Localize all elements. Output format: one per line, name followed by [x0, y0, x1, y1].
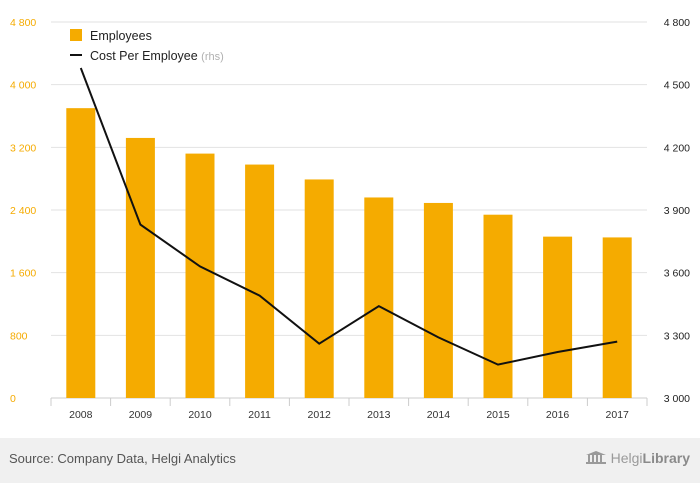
x-tick-label: 2013: [367, 409, 391, 421]
y-right-tick-label: 3 900: [664, 205, 690, 217]
legend: Employees Cost Per Employee (rhs): [70, 29, 224, 63]
legend-label-cost-per-employee: Cost Per Employee (rhs): [90, 49, 224, 63]
bar-2010: [185, 153, 215, 398]
x-tick-label: 2010: [188, 409, 212, 421]
x-tick-label: 2017: [606, 409, 630, 421]
library-building-icon: [585, 451, 606, 464]
footer: Source: Company Data, Helgi Analytics He…: [0, 438, 700, 483]
x-tick-label: 2014: [427, 409, 451, 421]
bar-2008: [66, 108, 96, 399]
x-tick-label: 2008: [69, 409, 93, 421]
y-right-tick-label: 4 200: [664, 142, 690, 154]
bar-2015: [483, 214, 513, 398]
x-axis: 2008 2009 2010 2011 2012 2013 2014 2015 2016 2017: [69, 409, 629, 421]
bar-series-employees: [66, 108, 632, 399]
bar-2014: [423, 202, 453, 398]
x-tick-label: 2011: [248, 409, 271, 421]
x-tick-label: 2009: [129, 409, 153, 421]
x-tick-label: 2012: [308, 409, 332, 421]
x-tick-label: 2016: [546, 409, 570, 421]
y-right-tick-label: 3 600: [664, 268, 690, 280]
y-left-tick-label: 1 600: [10, 268, 36, 280]
y-left-tick-label: 0: [10, 393, 16, 405]
brand-logo[interactable]: HelgiLibrary: [585, 450, 690, 466]
bar-2013: [364, 197, 394, 398]
line-series-cost-per-employee: [79, 67, 618, 366]
chart: 0 800 1 600 2 400 3 200 4 000 4 800 3 000 3 300…: [10, 17, 690, 421]
bar-2011: [245, 164, 275, 398]
y-right-tick-label: 3 000: [664, 393, 690, 405]
bar-2009: [125, 137, 155, 398]
y-axis-left: 0 800 1 600 2 400 3 200 4 000 4 800: [10, 17, 36, 405]
y-left-tick-label: 4 800: [10, 17, 36, 29]
bar-2012: [304, 179, 334, 398]
y-left-tick-label: 3 200: [10, 142, 36, 154]
y-left-tick-label: 4 000: [10, 80, 36, 92]
y-right-tick-label: 4 800: [664, 17, 690, 29]
y-left-tick-label: 800: [10, 330, 28, 342]
y-right-tick-label: 4 500: [664, 80, 690, 92]
legend-label-employees: Employees: [90, 29, 152, 43]
y-axis-right: 3 000 3 300 3 600 3 900 4 200 4 500 4 800: [664, 17, 690, 405]
y-left-tick-label: 2 400: [10, 205, 36, 217]
legend-swatch-employees: [70, 29, 82, 41]
x-tick-label: 2015: [486, 409, 510, 421]
y-right-tick-label: 3 300: [664, 330, 690, 342]
bar-2016: [543, 236, 573, 398]
source-text: Source: Company Data, Helgi Analytics: [9, 451, 236, 466]
bar-2017: [602, 237, 632, 398]
brand-name: HelgiLibrary: [610, 450, 690, 466]
